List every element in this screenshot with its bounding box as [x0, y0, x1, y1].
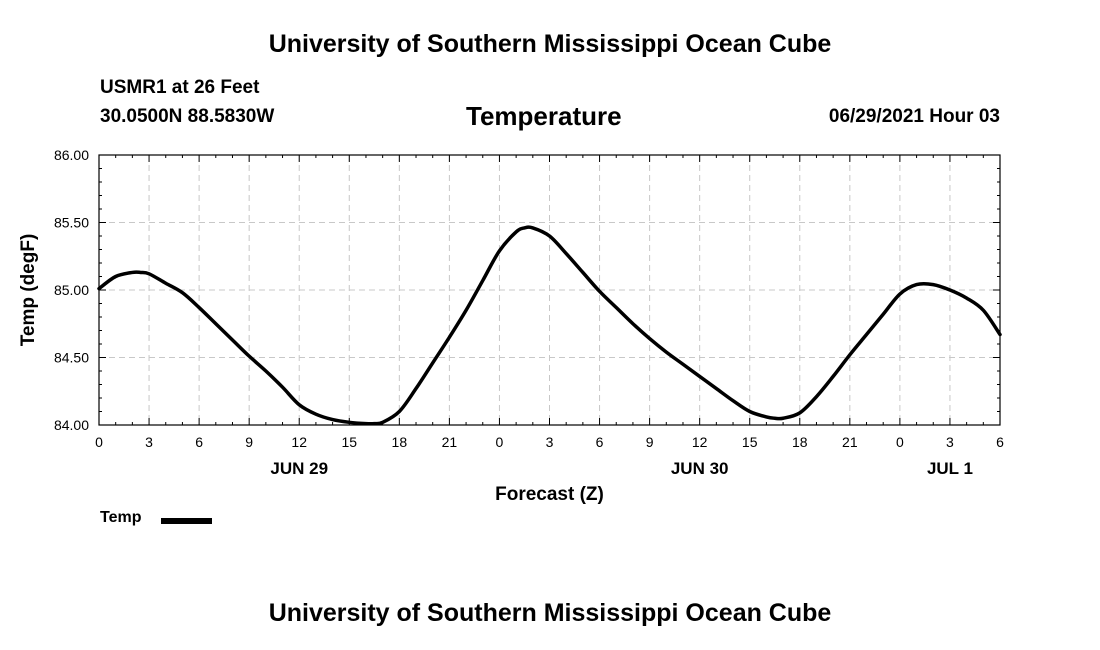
x-tick-label: 3 — [145, 434, 153, 450]
y-tick-labels: 84.00 84.50 85.00 85.50 86.00 — [54, 147, 89, 433]
x-tick-label: 6 — [996, 434, 1004, 450]
forecast-timestamp: 06/29/2021 Hour 03 — [828, 106, 1000, 127]
date-label: JUL 1 — [927, 459, 973, 478]
x-tick-label: 9 — [646, 434, 654, 450]
y-tick-label: 85.00 — [54, 282, 89, 298]
x-tick-label: 3 — [546, 434, 554, 450]
y-tick-label: 84.00 — [54, 417, 89, 433]
x-tick-labels: 0 3 6 9 12 15 18 21 0 3 6 9 12 15 18 21 0 3 6 — [95, 434, 1004, 450]
x-tick-label: 0 — [496, 434, 504, 450]
date-labels: JUN 29 JUN 30 JUL 1 — [270, 459, 973, 478]
variable-title: Temperature — [466, 101, 622, 131]
x-tick-label: 18 — [392, 434, 408, 450]
x-tick-label: 6 — [195, 434, 203, 450]
series-line-temp — [97, 225, 1002, 426]
x-tick-label: 0 — [896, 434, 904, 450]
y-axis-label: Temp (degF) — [18, 234, 39, 347]
x-tick-label: 3 — [946, 434, 954, 450]
axis-ticks — [98, 154, 1001, 426]
station-coordinates: 30.0500N 88.5830W — [100, 106, 275, 127]
chart-title: University of Southern Mississippi Ocean… — [268, 30, 832, 58]
x-axis-label: Forecast (Z) — [495, 484, 604, 505]
grid-lines — [99, 155, 1000, 425]
x-tick-label: 0 — [95, 434, 103, 450]
date-label: JUN 30 — [671, 459, 729, 478]
footer-title: University of Southern Mississippi Ocean… — [268, 599, 832, 627]
y-tick-label: 84.50 — [54, 350, 89, 366]
x-tick-label: 12 — [291, 434, 307, 450]
legend-label: Temp — [100, 509, 142, 526]
x-tick-label: 9 — [245, 434, 253, 450]
x-tick-label: 18 — [792, 434, 808, 450]
date-label: JUN 29 — [270, 459, 328, 478]
x-tick-label: 15 — [742, 434, 758, 450]
x-tick-label: 21 — [442, 434, 458, 450]
x-tick-label: 21 — [842, 434, 858, 450]
station-name: USMR1 at 26 Feet — [100, 77, 260, 98]
x-tick-label: 15 — [341, 434, 357, 450]
y-tick-label: 86.00 — [54, 147, 89, 163]
x-tick-label: 12 — [692, 434, 708, 450]
y-tick-label: 85.50 — [54, 215, 89, 231]
x-tick-label: 6 — [596, 434, 604, 450]
legend-swatch — [161, 518, 212, 524]
